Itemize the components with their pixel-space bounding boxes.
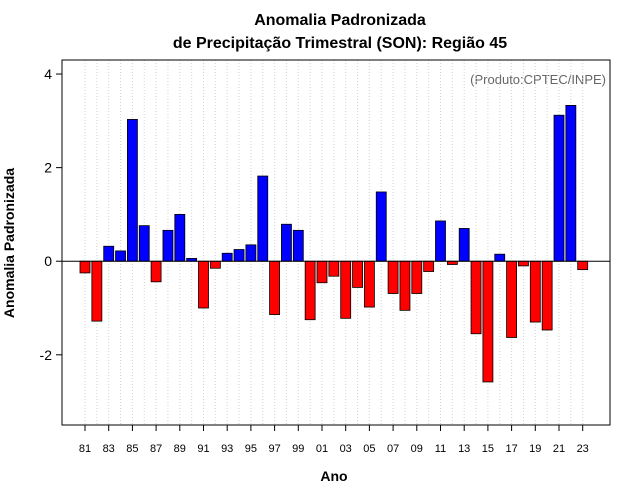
bar-84 bbox=[115, 250, 126, 262]
bar-87 bbox=[150, 260, 162, 283]
bar-18 bbox=[518, 260, 529, 267]
bar-16 bbox=[494, 253, 506, 262]
bar-92 bbox=[209, 260, 221, 269]
bar-06 bbox=[375, 191, 387, 262]
y-axis-label: Anomalia Padronizada bbox=[1, 168, 17, 318]
bar-14 bbox=[470, 260, 482, 335]
y-tick-label: 2 bbox=[44, 160, 52, 176]
bar-17 bbox=[506, 260, 518, 338]
bar-99 bbox=[292, 229, 304, 262]
chart-title: Anomalia Padronizada bbox=[254, 12, 426, 29]
x-tick-label: 01 bbox=[316, 443, 328, 455]
bar-00 bbox=[304, 260, 316, 321]
bar-09 bbox=[411, 260, 423, 294]
bar-81 bbox=[79, 260, 91, 274]
y-tick-label: 4 bbox=[44, 66, 52, 82]
bar-23 bbox=[577, 260, 589, 271]
x-tick-label: 17 bbox=[505, 443, 517, 455]
bar-01 bbox=[316, 260, 328, 284]
bar-05 bbox=[363, 260, 375, 308]
bar-83 bbox=[103, 245, 115, 262]
bar-94 bbox=[233, 249, 245, 262]
x-tick-label: 93 bbox=[221, 443, 233, 455]
x-tick-label: 91 bbox=[197, 443, 209, 455]
x-axis-label: Ano bbox=[320, 468, 347, 484]
bar-96 bbox=[257, 175, 269, 262]
bar-98 bbox=[281, 223, 292, 262]
bar-95 bbox=[245, 244, 257, 262]
bar-22 bbox=[565, 104, 577, 262]
y-tick-label: -2 bbox=[40, 347, 53, 363]
plot-frame bbox=[61, 59, 611, 426]
grid-lines bbox=[84, 60, 584, 425]
x-tick-label: 07 bbox=[387, 443, 399, 455]
axes: -2 0 2 4 81 83 85 87 89 91 93 95 97 99 01 03 05 07 09 11 13 1… bbox=[40, 59, 611, 455]
x-tick-label: 87 bbox=[150, 443, 162, 455]
x-tick-label: 03 bbox=[340, 443, 352, 455]
bars bbox=[79, 104, 589, 383]
bar-04 bbox=[352, 260, 363, 288]
bar-10 bbox=[423, 260, 435, 272]
x-tick-label: 19 bbox=[529, 443, 541, 455]
bar-21 bbox=[553, 114, 565, 262]
bar-19 bbox=[529, 260, 541, 323]
bar-03 bbox=[340, 260, 352, 319]
x-tick-label: 95 bbox=[245, 443, 257, 455]
credit-label: (Produto:CPTEC/INPE) bbox=[470, 72, 606, 87]
y-tick-label: 0 bbox=[44, 253, 52, 269]
bar-82 bbox=[91, 260, 103, 322]
x-tick-label: 15 bbox=[482, 443, 494, 455]
x-tick-label: 99 bbox=[292, 443, 304, 455]
bar-91 bbox=[198, 260, 209, 309]
bar-89 bbox=[174, 214, 186, 262]
bar-07 bbox=[387, 260, 399, 294]
x-tick-label: 85 bbox=[126, 443, 138, 455]
bar-15 bbox=[482, 260, 494, 383]
x-tick-label: 21 bbox=[553, 443, 565, 455]
bar-20 bbox=[541, 260, 553, 331]
x-tick-label: 11 bbox=[435, 443, 446, 455]
bar-13 bbox=[458, 228, 470, 262]
x-tick-label: 89 bbox=[174, 443, 186, 455]
chart-subtitle: de Precipitação Trimestral (SON): Região… bbox=[173, 35, 507, 52]
bar-88 bbox=[162, 229, 174, 262]
x-tick-label: 13 bbox=[458, 443, 470, 455]
bar-93 bbox=[221, 252, 233, 262]
bar-08 bbox=[399, 260, 411, 311]
x-tick-label: 09 bbox=[411, 443, 423, 455]
bar-11 bbox=[435, 220, 446, 262]
x-tick-label: 97 bbox=[268, 443, 280, 455]
x-tick-label: 83 bbox=[103, 443, 115, 455]
bar-85 bbox=[127, 119, 138, 262]
bar-97 bbox=[269, 260, 281, 315]
x-tick-label: 23 bbox=[577, 443, 589, 455]
x-tick-label: 81 bbox=[79, 443, 91, 455]
bar-02 bbox=[328, 260, 340, 277]
x-tick-label: 05 bbox=[363, 443, 375, 455]
bar-86 bbox=[138, 225, 150, 262]
